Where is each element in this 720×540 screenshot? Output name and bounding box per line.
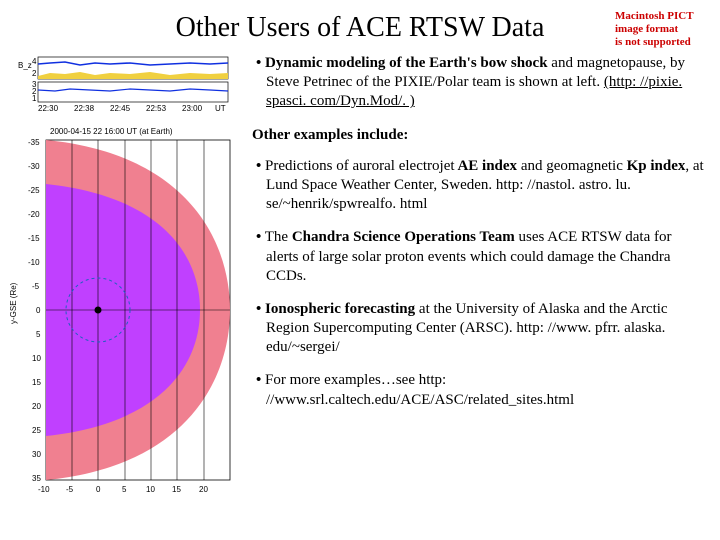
bullet-2: • Predictions of auroral electrojet AE i… [252,157,704,215]
bz-line [38,62,228,65]
svg-text:-35: -35 [28,138,40,147]
bullet-5: • For more examples…see http: //www.srl.… [252,371,704,409]
svg-text:-10: -10 [28,258,40,267]
bz-fill [38,72,228,79]
figure-column: B_z 4 2 3 2 1 22:30 22:38 22:45 22:53 23… [10,54,240,504]
svg-text:10: 10 [146,485,155,494]
subhead-examples: Other examples include: [252,126,704,145]
text-column: • Dynamic modeling of the Earth's bow sh… [240,54,704,504]
svg-text:23:00: 23:00 [182,104,203,113]
b3-b: Chandra Science Operations Team [288,229,518,245]
svg-text:1: 1 [32,94,37,103]
pict-line3: is not supported [615,36,691,48]
svg-text:-5: -5 [66,485,74,494]
svg-text:5: 5 [36,330,41,339]
bullet-1: • Dynamic modeling of the Earth's bow sh… [252,54,704,112]
bowshock-chart: 2000-04-15 22 16:00 UT (at Earth) -35 -3… [10,124,240,504]
svg-text:-20: -20 [28,210,40,219]
b4-a: Ionospheric forecasting [265,301,419,317]
pict-warning: Macintosh PICT image format is not suppo… [615,10,710,50]
b2-b: AE index [455,158,518,174]
svg-text:22:53: 22:53 [146,104,167,113]
svg-text:2: 2 [32,69,37,78]
svg-text:B_z: B_z [18,61,32,70]
content-row: B_z 4 2 3 2 1 22:30 22:38 22:45 22:53 23… [0,44,720,504]
pict-line2: image format [615,23,678,35]
svg-text:-25: -25 [28,186,40,195]
svg-text:10: 10 [32,354,41,363]
svg-text:15: 15 [172,485,181,494]
svg-text:0: 0 [36,306,41,315]
b2-c: and geomagnetic [517,158,623,174]
bullet-3: • The Chandra Science Operations Team us… [252,228,704,286]
svg-text:0: 0 [96,485,101,494]
earth-dot [95,307,102,314]
svg-text:15: 15 [32,378,41,387]
b3-a: The [265,229,288,245]
svg-text:UT: UT [215,104,226,113]
svg-text:22:45: 22:45 [110,104,131,113]
svg-text:35: 35 [32,474,41,483]
b5-text: For more examples…see http: //www.srl.ca… [265,372,574,407]
svg-text:4: 4 [32,57,37,66]
b1-bold: Dynamic modeling of the Earth's bow shoc… [265,55,548,71]
svg-text:-5: -5 [32,282,40,291]
svg-text:-15: -15 [28,234,40,243]
svg-text:y-GSE (Re): y-GSE (Re) [10,282,18,324]
b2-a: Predictions of auroral electrojet [265,158,455,174]
pict-line1: Macintosh PICT [615,10,694,22]
svg-text:-10: -10 [38,485,50,494]
svg-text:25: 25 [32,426,41,435]
svg-text:20: 20 [199,485,208,494]
svg-text:22:38: 22:38 [74,104,95,113]
b2-d: Kp index [623,158,686,174]
svg-text:5: 5 [122,485,127,494]
svg-text:22:30: 22:30 [38,104,59,113]
top-bz-chart: B_z 4 2 3 2 1 22:30 22:38 22:45 22:53 23… [10,54,240,114]
svg-text:-30: -30 [28,162,40,171]
page-title: Other Users of ACE RTSW Data [0,0,720,44]
svg-text:20: 20 [32,402,41,411]
bullet-4: • Ionospheric forecasting at the Univers… [252,300,704,358]
svg-text:30: 30 [32,450,41,459]
chart-title: 2000-04-15 22 16:00 UT (at Earth) [50,127,173,136]
